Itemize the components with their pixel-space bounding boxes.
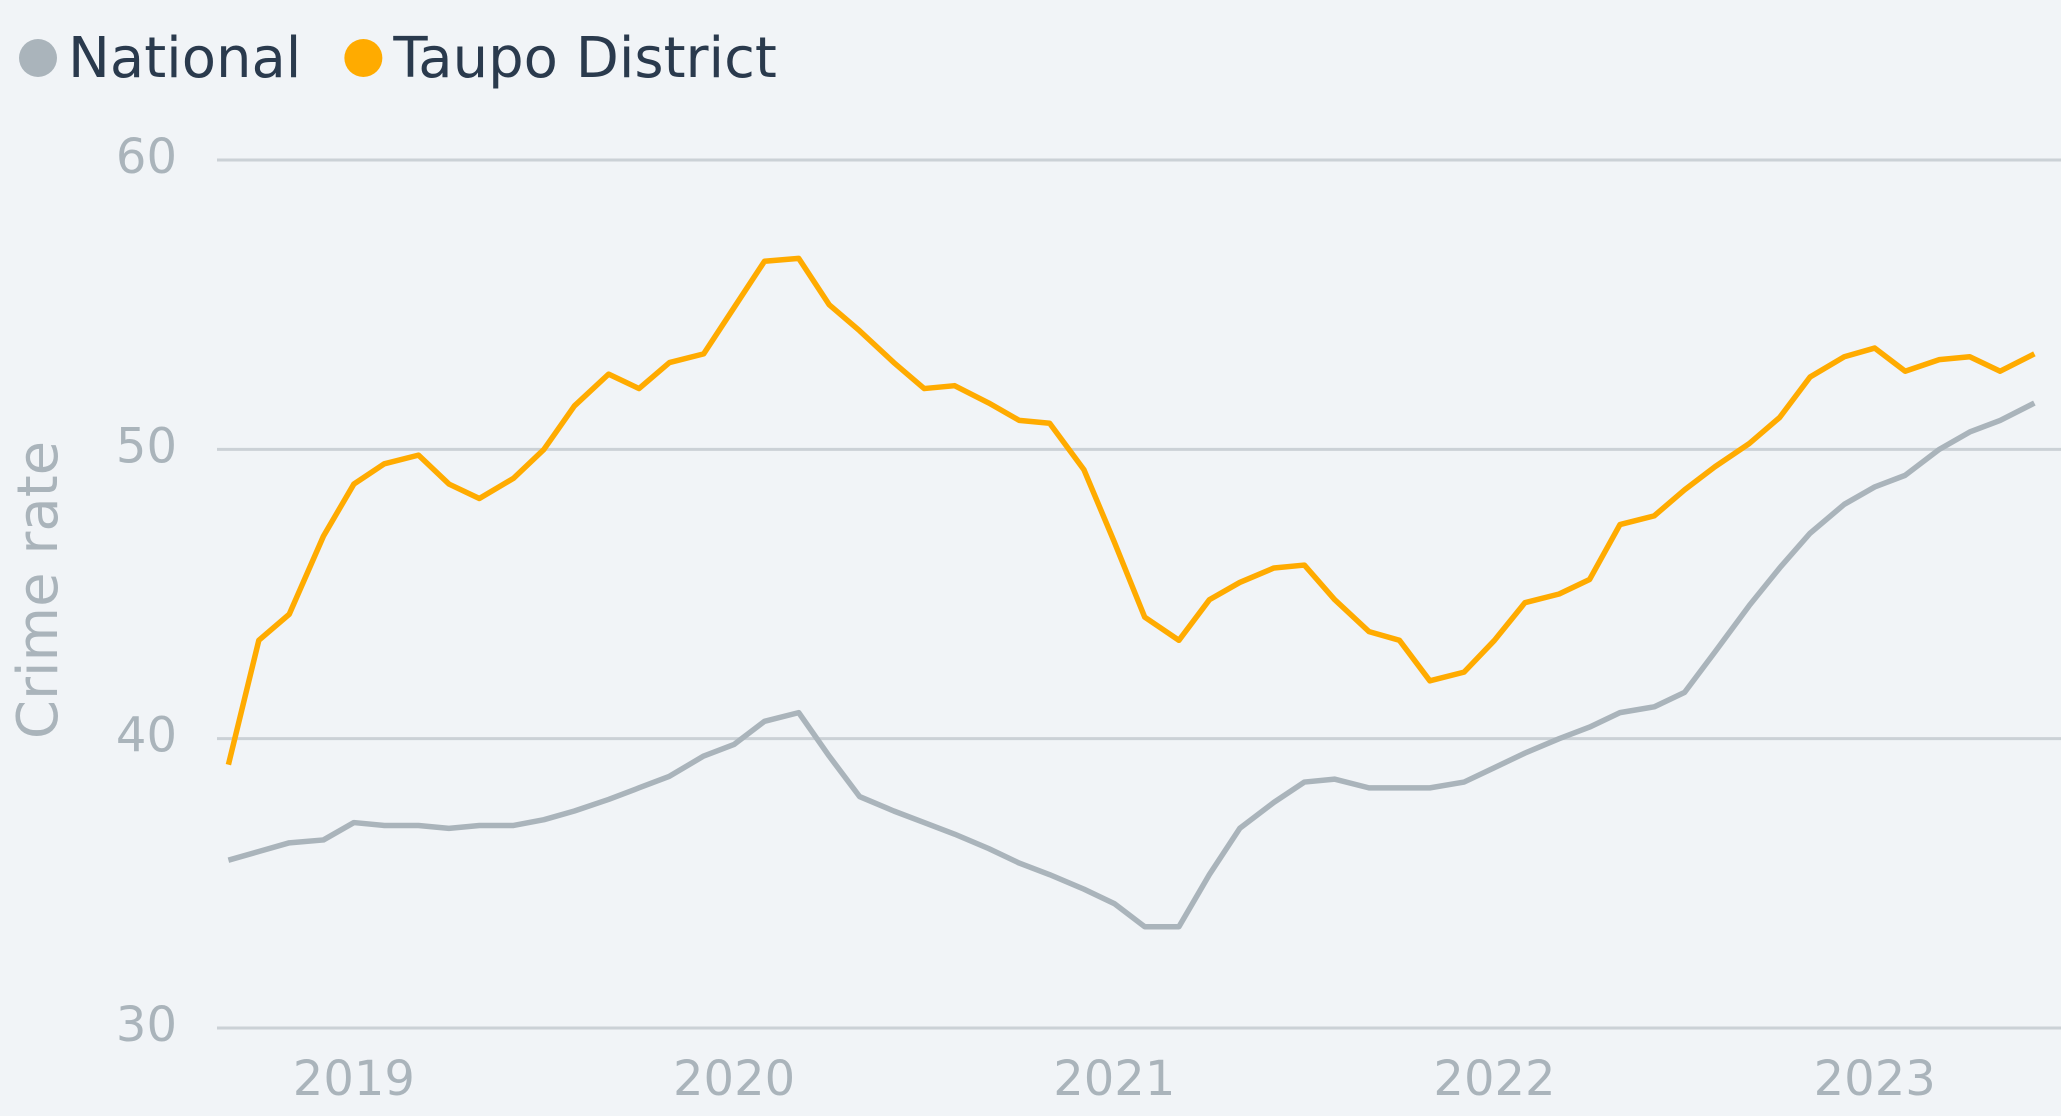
series-line	[225, 255, 2036, 766]
y-axis-label: Crime rate	[6, 441, 71, 739]
legend-label: National	[68, 26, 301, 91]
y-tick-label: 30	[116, 997, 177, 1053]
x-tick-label: 2023	[1814, 1051, 1936, 1107]
x-tick-label: 2022	[1433, 1051, 1555, 1107]
y-tick-label: 40	[116, 708, 177, 764]
legend-marker	[19, 39, 57, 77]
x-tick-label: 2021	[1053, 1051, 1175, 1107]
x-tick-label: 2020	[673, 1051, 795, 1107]
y-tick-label: 50	[116, 418, 177, 474]
y-tick-label: 60	[116, 129, 177, 185]
legend-marker	[344, 39, 383, 77]
legend-label: Taupo District	[392, 26, 777, 91]
series-line	[227, 400, 2036, 930]
x-tick-label: 2019	[293, 1051, 415, 1107]
